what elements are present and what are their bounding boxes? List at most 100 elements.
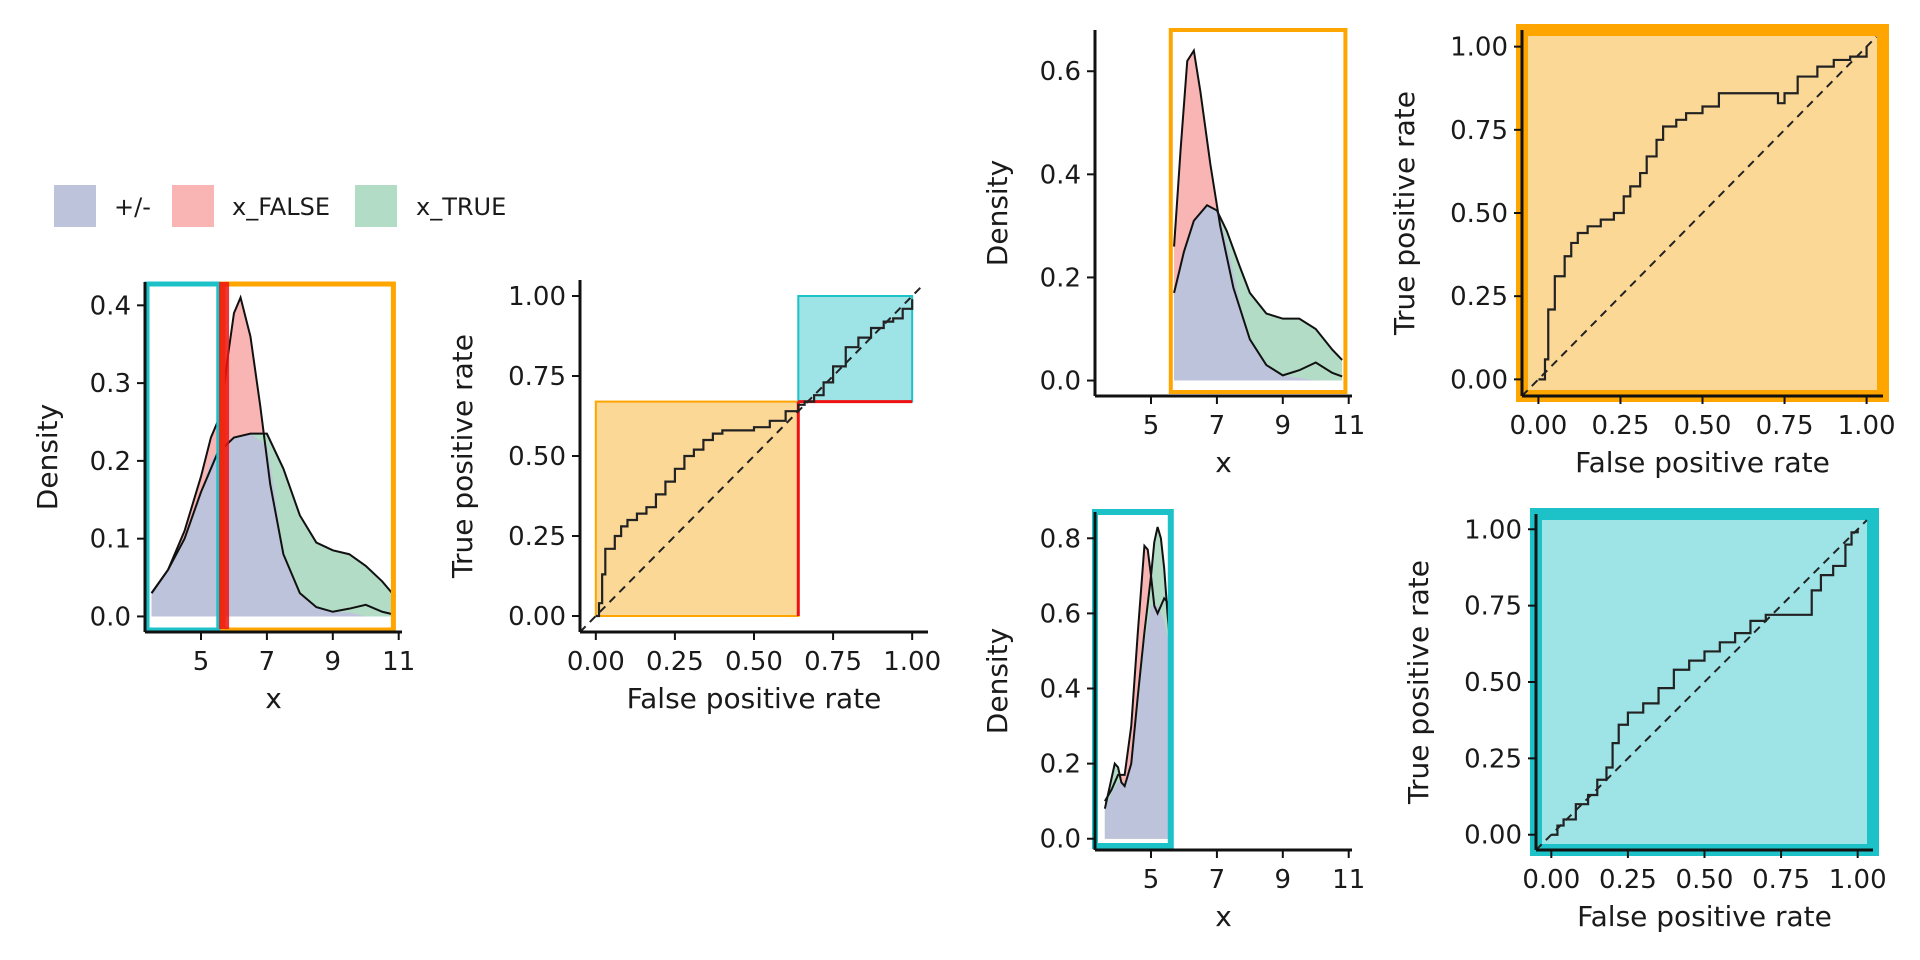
roc-plot-orange-region: 0.00 0.25 0.50 0.75 1.00 0.00 0.25 0.50 0.75 1.00… <box>1388 24 1896 479</box>
y-axis-title: True positive rate <box>446 334 479 579</box>
y-axis-title: Density <box>31 404 64 510</box>
y-tick-label: 0.4 <box>1040 675 1081 705</box>
y-tick-label: 0.0 <box>90 602 131 632</box>
x-tick-label: 5 <box>1143 411 1160 441</box>
y-tick-label: 0.8 <box>1040 524 1081 554</box>
x-axis-title: x <box>1215 900 1232 933</box>
y-tick-label: 0.2 <box>1040 750 1081 780</box>
y-tick-label: 0.6 <box>1040 599 1081 629</box>
x-tick-label: 0.50 <box>725 647 783 677</box>
y-tick-label: 1.00 <box>1464 515 1522 545</box>
roc-curve <box>1538 46 1868 381</box>
x-tick-label: 7 <box>259 647 276 677</box>
y-tick-label: 0.00 <box>1450 365 1508 395</box>
x-axis-title: x <box>265 682 282 715</box>
x-tick-label: 0.25 <box>1592 411 1650 441</box>
diagonal-reference-line <box>1521 35 1878 397</box>
roc-plot-cyan-region: 0.00 0.25 0.50 0.75 1.00 0.00 0.25 0.50 0.75 1.00… <box>1402 508 1887 933</box>
y-tick-label: 1.00 <box>508 282 566 312</box>
y-tick-label: 0.0 <box>1040 825 1081 855</box>
y-tick-label: 0.3 <box>90 369 131 399</box>
x-tick-label: 0.00 <box>567 647 625 677</box>
y-tick-label: 0.75 <box>508 362 566 392</box>
density-area-plus-minus <box>151 433 396 617</box>
y-tick-label: 0.4 <box>1040 160 1081 190</box>
x-tick-label: 0.50 <box>1674 411 1732 441</box>
x-tick-label: 0.50 <box>1676 865 1734 895</box>
x-tick-label: 9 <box>325 647 342 677</box>
y-tick-label: 0.4 <box>90 291 131 321</box>
y-tick-label: 0.75 <box>1450 116 1508 146</box>
x-tick-label: 0.00 <box>1509 411 1567 441</box>
region-box-left <box>144 281 222 633</box>
density-curve-x-false <box>1173 47 1343 378</box>
y-tick-label: 0.25 <box>1450 282 1508 312</box>
x-tick-label: 7 <box>1209 411 1226 441</box>
x-tick-label: 1.00 <box>883 647 941 677</box>
legend-label-plus-minus: +/- <box>114 193 151 221</box>
x-tick-label: 7 <box>1209 865 1226 895</box>
roc-curve <box>1551 529 1859 836</box>
x-tick-label: 5 <box>193 647 210 677</box>
x-tick-label: 9 <box>1275 411 1292 441</box>
x-tick-label: 11 <box>382 647 415 677</box>
roc-region-cyan <box>797 295 914 403</box>
x-axis-title: False positive rate <box>1575 446 1830 479</box>
x-tick-label: 11 <box>1332 411 1365 441</box>
y-tick-label: 1.00 <box>1450 33 1508 63</box>
density-curve-x-true <box>150 432 397 598</box>
x-tick-label: 0.75 <box>1752 865 1810 895</box>
y-axis-title: True positive rate <box>1402 560 1435 805</box>
legend-label-x-false: x_FALSE <box>232 193 330 221</box>
x-tick-label: 1.00 <box>1829 865 1887 895</box>
density-plot-cyan-region: 5 7 9 11 0.0 0.2 0.4 0.6 0.8 x Density <box>981 509 1365 933</box>
y-tick-label: 0.00 <box>508 602 566 632</box>
y-tick-label: 0.50 <box>508 442 566 472</box>
y-tick-label: 0.0 <box>1040 367 1081 397</box>
density-area-plus-minus <box>1104 605 1171 839</box>
density-plot-orange-region: 5 7 9 11 0.0 0.2 0.4 0.6 x Density <box>981 28 1365 479</box>
x-tick-label: 0.00 <box>1522 865 1580 895</box>
legend: +/- x_FALSE x_TRUE <box>54 185 506 227</box>
diagonal-reference-line <box>579 285 923 633</box>
y-axis-title: Density <box>981 160 1014 266</box>
roc-plot-full: 0.00 0.25 0.50 0.75 1.00 0.00 0.25 0.50 0.75 1.00… <box>446 280 941 715</box>
density-curve-x-false <box>150 294 396 616</box>
x-tick-label: 1.00 <box>1838 411 1896 441</box>
x-axis-title: False positive rate <box>1577 900 1832 933</box>
y-tick-label: 0.25 <box>508 522 566 552</box>
threshold-line <box>219 282 230 629</box>
y-tick-label: 0.1 <box>90 525 131 555</box>
y-tick-label: 0.2 <box>1040 263 1081 293</box>
legend-swatch-x-true <box>355 185 397 227</box>
y-tick-label: 0.2 <box>90 447 131 477</box>
x-tick-label: 11 <box>1332 865 1365 895</box>
y-tick-label: 0.50 <box>1450 199 1508 229</box>
x-tick-label: 5 <box>1143 865 1160 895</box>
x-tick-label: 0.75 <box>1756 411 1814 441</box>
x-tick-label: 0.25 <box>646 647 704 677</box>
y-tick-label: 0.75 <box>1464 592 1522 622</box>
density-plot-full: 5 7 9 11 0.0 0.1 0.2 0.3 0.4 x Density <box>31 281 415 715</box>
x-tick-label: 0.25 <box>1599 865 1657 895</box>
y-tick-label: 0.6 <box>1040 57 1081 87</box>
region-box <box>1168 28 1348 394</box>
roc-curve <box>595 299 914 618</box>
y-axis-title: True positive rate <box>1388 91 1421 336</box>
x-tick-label: 0.75 <box>804 647 862 677</box>
x-tick-label: 9 <box>1275 865 1292 895</box>
y-tick-label: 0.00 <box>1464 821 1522 851</box>
legend-swatch-x-false <box>172 185 214 227</box>
density-curve-x-true <box>1173 204 1343 361</box>
x-axis-title: False positive rate <box>627 682 882 715</box>
x-axis-title: x <box>1215 446 1232 479</box>
y-tick-label: 0.50 <box>1464 668 1522 698</box>
roc-region-orange <box>594 400 800 617</box>
legend-label-x-true: x_TRUE <box>416 193 506 221</box>
density-curve-x-true <box>1103 526 1172 809</box>
legend-swatch-plus-minus <box>54 185 96 227</box>
density-area-plus-minus <box>1174 205 1343 381</box>
y-axis-title: Density <box>981 628 1014 734</box>
y-tick-label: 0.25 <box>1464 744 1522 774</box>
